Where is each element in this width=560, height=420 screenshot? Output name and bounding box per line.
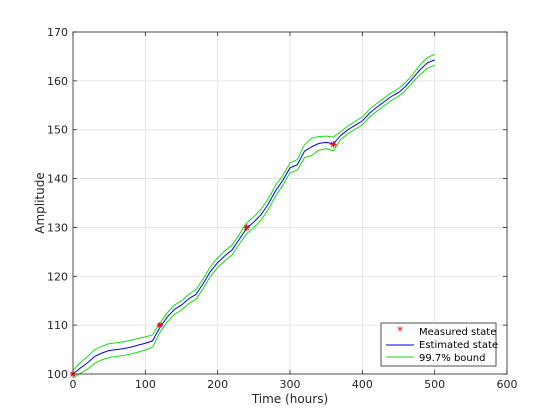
tick-labels: 0 100 200 300 400 500 600100110120130140150160… bbox=[47, 26, 518, 391]
measured-state-marker bbox=[330, 141, 337, 148]
y-tick-label: 110 bbox=[47, 319, 68, 332]
measured-state-marker bbox=[156, 321, 163, 329]
axes bbox=[72, 31, 508, 375]
legend-label-measured: Measured state bbox=[419, 327, 496, 338]
marker-stroke bbox=[157, 322, 163, 328]
legend-label-estimated: Estimated state bbox=[419, 340, 498, 351]
legend: * Measured state Estimated state 99.7% b… bbox=[380, 322, 498, 367]
bound-lines bbox=[72, 54, 435, 379]
x-axis-title: Time (hours) bbox=[251, 392, 328, 406]
y-tick-label: 150 bbox=[47, 124, 68, 137]
x-tick-label: 200 bbox=[207, 378, 228, 391]
upper-bound-line bbox=[72, 54, 435, 371]
lower-bound-line bbox=[72, 64, 435, 379]
x-tick-label: 100 bbox=[135, 378, 156, 391]
legend-label-bound: 99.7% bound bbox=[419, 353, 485, 364]
y-tick-label: 140 bbox=[47, 173, 68, 186]
x-tick-label: 400 bbox=[352, 378, 373, 391]
y-tick-label: 130 bbox=[47, 221, 68, 234]
estimated-state-path bbox=[72, 59, 435, 375]
y-tick-label: 100 bbox=[47, 368, 68, 381]
legend-marker-star-icon: * bbox=[397, 324, 403, 338]
y-tick-label: 160 bbox=[47, 75, 68, 88]
y-tick-label: 170 bbox=[47, 26, 68, 39]
y-tick-label: 120 bbox=[47, 270, 68, 283]
x-tick-label: 600 bbox=[497, 378, 518, 391]
x-tick-label: 300 bbox=[280, 378, 301, 391]
measured-state-marker bbox=[243, 224, 250, 231]
marker-stroke bbox=[244, 224, 250, 231]
x-tick-label: 500 bbox=[424, 378, 445, 391]
y-axis-title: Amplitude bbox=[33, 172, 47, 234]
marker-stroke bbox=[330, 141, 336, 147]
estimated-state-line bbox=[72, 59, 435, 375]
x-tick-label: 0 bbox=[70, 378, 77, 391]
